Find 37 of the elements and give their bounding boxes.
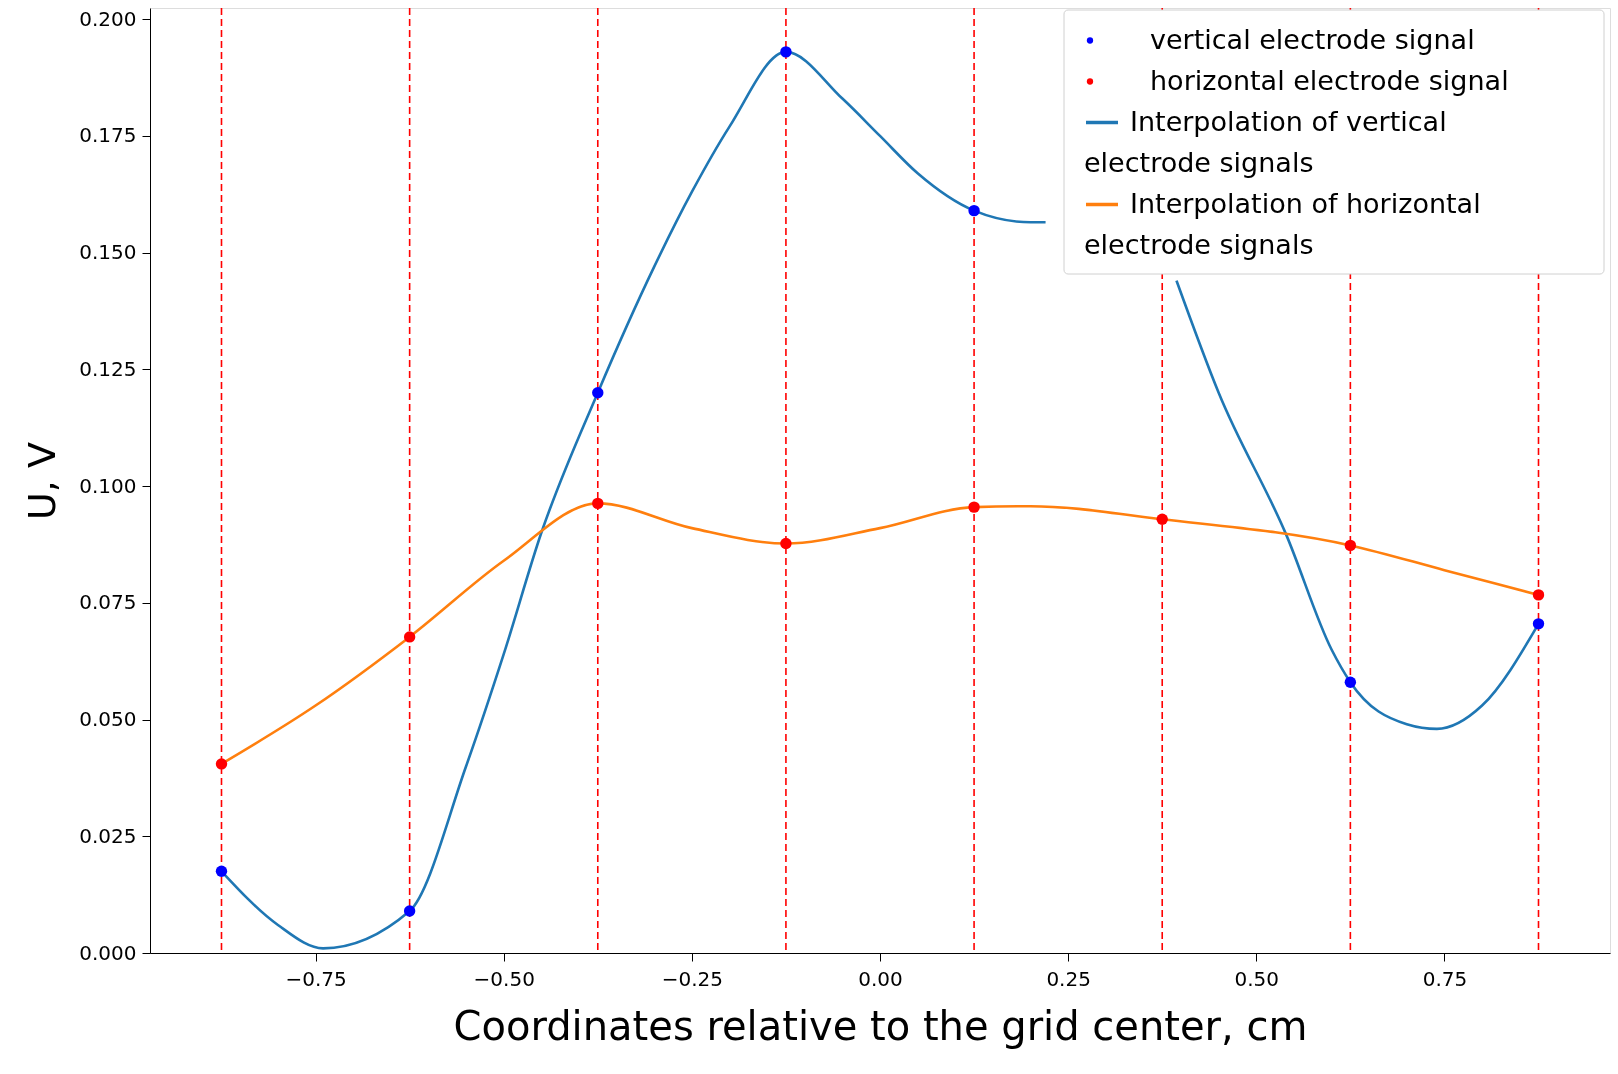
point	[1344, 539, 1357, 552]
point	[403, 631, 416, 643]
x-tick-label: 0.25	[1046, 966, 1091, 991]
point	[1532, 618, 1545, 630]
x-axis-title: Coordinates relative to the grid center, cm	[453, 1002, 1308, 1049]
y-tick-label: 0.075	[79, 590, 137, 615]
point	[403, 905, 416, 917]
y-axis-title: U, V	[20, 442, 65, 520]
point	[780, 46, 792, 58]
point	[592, 387, 604, 399]
point	[968, 501, 980, 513]
y-tick-label: 0.175	[79, 123, 137, 148]
y-tick-label: 0.050	[79, 707, 137, 732]
point	[1532, 589, 1545, 601]
legend-label: Interpolation of horizontal electrode signals	[1084, 187, 1481, 260]
x-tick-label: 0.50	[1234, 966, 1280, 991]
x-tick-label: −0.50	[473, 966, 535, 991]
y-tick-label: 0.125	[79, 356, 137, 381]
point	[780, 537, 792, 550]
point	[592, 497, 604, 510]
legend-label: vertical electrode signal	[1150, 23, 1475, 55]
legend-label: horizontal electrode signal	[1150, 64, 1509, 96]
x-tick-label: −0.25	[661, 966, 723, 991]
point	[215, 865, 228, 877]
point	[968, 204, 980, 217]
x-tick-label: −0.75	[285, 966, 347, 991]
point	[1344, 676, 1357, 688]
y-tick-label: 0.100	[79, 473, 137, 498]
x-tick-label: 0.75	[1422, 966, 1468, 991]
point	[215, 758, 228, 770]
y-tick-label: 0.025	[79, 823, 137, 848]
y-tick-label: 0.000	[79, 940, 137, 965]
x-tick-label: 0.00	[858, 966, 903, 991]
legend-label: Interpolation of vertical electrode signals	[1084, 105, 1447, 178]
y-tick-label: 0.200	[79, 6, 137, 31]
point	[1156, 513, 1168, 525]
y-tick-label: 0.150	[79, 240, 137, 265]
